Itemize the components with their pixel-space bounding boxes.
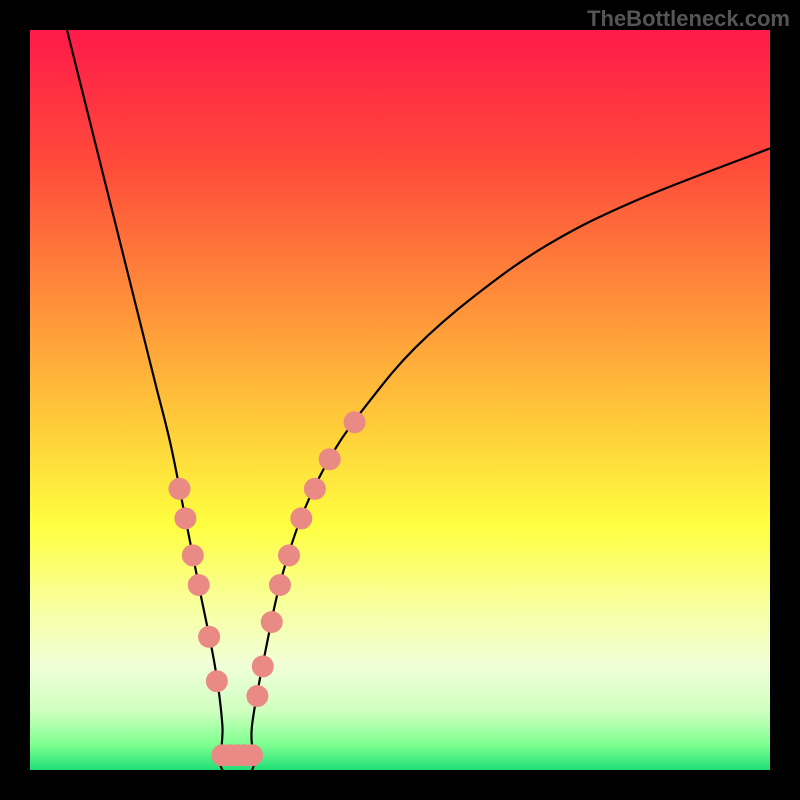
- marker-right-5: [269, 574, 291, 596]
- marker-right-6: [261, 611, 283, 633]
- marker-right-2: [304, 478, 326, 500]
- plot-area: [30, 30, 770, 770]
- marker-left-0: [168, 478, 190, 500]
- marker-left-5: [206, 670, 228, 692]
- marker-bottom-4: [241, 744, 263, 766]
- marker-left-1: [174, 507, 196, 529]
- marker-left-2: [182, 544, 204, 566]
- marker-right-3: [290, 507, 312, 529]
- marker-left-3: [188, 574, 210, 596]
- marker-right-7: [252, 655, 274, 677]
- chart-svg: [30, 30, 770, 770]
- bottleneck-curve: [67, 30, 770, 776]
- marker-right-0: [344, 411, 366, 433]
- marker-left-4: [198, 626, 220, 648]
- marker-right-8: [246, 685, 268, 707]
- watermark-text: TheBottleneck.com: [587, 6, 790, 32]
- marker-right-1: [319, 448, 341, 470]
- marker-right-4: [278, 544, 300, 566]
- chart-container: TheBottleneck.com: [0, 0, 800, 800]
